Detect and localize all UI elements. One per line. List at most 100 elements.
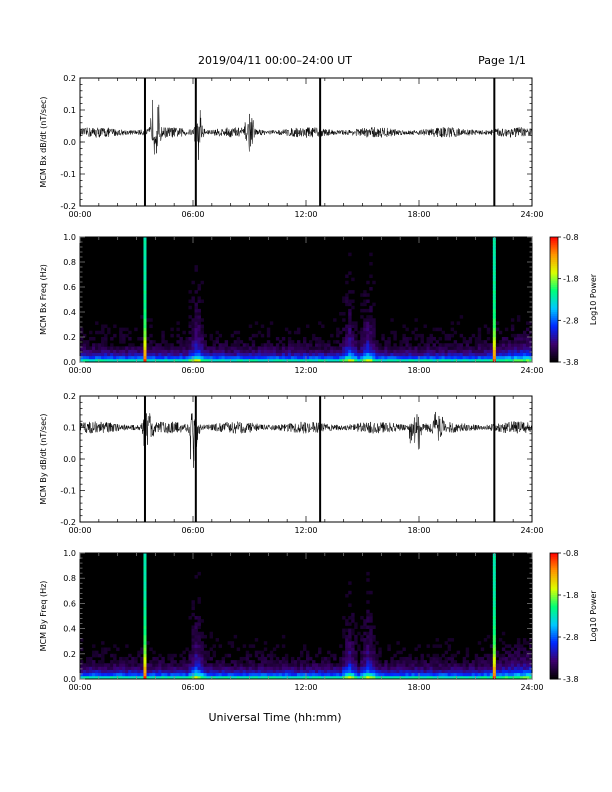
- spectrogram-cell: [230, 333, 235, 338]
- bright-column-cell: [143, 255, 147, 260]
- spectrogram-cell: [200, 280, 204, 285]
- spectrogram-cell: [215, 663, 220, 667]
- spectrogram-cell: [519, 346, 524, 350]
- spectrogram-cell: [296, 343, 301, 347]
- spectrogram-cell: [351, 628, 355, 633]
- spectrogram-cell: [330, 349, 334, 354]
- spectrogram-cell: [351, 616, 355, 620]
- spectrogram-cell: [510, 327, 515, 332]
- spectrogram-cell: [197, 616, 201, 620]
- spectrogram-cell: [447, 333, 452, 338]
- spectrogram-cell: [516, 346, 521, 350]
- spectrogram-cell: [122, 666, 126, 670]
- spectrogram-cell: [122, 333, 126, 338]
- spectrogram-cell: [471, 355, 476, 360]
- spectrogram-cell: [516, 638, 521, 642]
- spectrogram-cell: [528, 663, 533, 667]
- spectrogram-cell: [516, 315, 521, 319]
- spectrogram-cell: [513, 349, 518, 354]
- spectrogram-cell: [495, 666, 500, 670]
- spectrogram-cell: [342, 628, 346, 633]
- spectrogram-cell: [116, 660, 120, 664]
- spectrogram-cell: [161, 666, 165, 670]
- spectrogram-cell: [251, 349, 256, 354]
- spectrogram-cell: [155, 346, 159, 350]
- spectrogram-cell: [179, 672, 183, 677]
- spectrogram-cell: [375, 653, 379, 658]
- spectrogram-cell: [327, 355, 331, 360]
- spectrogram-cell: [465, 669, 470, 674]
- spectrogram-cell: [345, 274, 349, 279]
- spectrogram-cell: [176, 355, 180, 360]
- spectrogram-cell: [378, 653, 382, 658]
- colorbar-swatch: [550, 580, 558, 583]
- spectrogram-cell: [315, 352, 319, 357]
- spectrogram-cell: [363, 330, 367, 335]
- spectrogram-cell: [366, 315, 370, 319]
- spectrogram-cell: [104, 647, 108, 652]
- spectrogram-cell: [468, 340, 473, 344]
- spectrogram-cell: [110, 675, 114, 680]
- spectrogram-cell: [456, 663, 461, 667]
- spectrogram-cell: [522, 663, 527, 667]
- spectrogram-cell: [447, 358, 452, 363]
- spectrogram-cell: [435, 660, 439, 664]
- spectrogram-cell: [438, 663, 442, 667]
- spectrogram-cell: [351, 612, 355, 617]
- spectrogram-cell: [272, 666, 277, 670]
- spectrogram-cell: [525, 675, 530, 680]
- spectrogram-cell: [378, 349, 382, 354]
- spectrogram-cell: [345, 593, 349, 598]
- spectrogram-cell: [164, 663, 168, 667]
- spectrogram-cell: [152, 656, 156, 661]
- spectrogram-cell: [101, 352, 105, 357]
- spectrogram-cell: [315, 663, 319, 667]
- spectrogram-cell: [152, 663, 156, 667]
- bright-column-cell: [492, 315, 496, 319]
- spectrogram-cell: [272, 647, 277, 652]
- spectrogram-cell: [248, 358, 253, 363]
- spectrogram-cell: [293, 672, 298, 677]
- spectrogram-cell: [333, 672, 337, 677]
- colorbar-swatch: [550, 641, 558, 644]
- bright-column-cell: [143, 612, 147, 617]
- bright-column-cell: [492, 565, 496, 570]
- bright-column-cell: [492, 299, 496, 304]
- spectrogram-cell: [89, 666, 93, 670]
- spectrogram-cell: [477, 663, 482, 667]
- spectrogram-cell: [122, 352, 126, 357]
- spectrogram-cell: [194, 656, 198, 661]
- spectrogram-cell: [447, 669, 452, 674]
- spectrogram-cell: [483, 340, 488, 344]
- spectrogram-cell: [507, 340, 512, 344]
- spectrogram-cell: [423, 669, 427, 674]
- spectrogram-cell: [128, 343, 132, 347]
- colorbar-label: Log10 Power: [589, 590, 598, 642]
- spectrogram-cell: [167, 358, 171, 363]
- spectrogram-cell: [417, 343, 421, 347]
- spectrogram-cell: [110, 653, 114, 658]
- spectrogram-cell: [194, 321, 198, 325]
- spectrogram-cell: [423, 675, 427, 680]
- spectrogram-cell: [173, 352, 177, 357]
- spectrogram-cell: [447, 647, 452, 652]
- spectrogram-cell: [110, 663, 114, 667]
- spectrogram-cell: [263, 352, 268, 357]
- spectrogram-cell: [339, 672, 343, 677]
- spectrogram-cell: [519, 340, 524, 344]
- spectrogram-cell: [296, 663, 301, 667]
- bright-column-cell: [143, 609, 147, 614]
- spectrogram-cell: [122, 656, 126, 661]
- bright-column-cell: [492, 587, 496, 592]
- spectrogram-cell: [257, 349, 262, 354]
- spectrogram-cell: [438, 337, 442, 341]
- spectrogram-cell: [83, 666, 87, 670]
- spectrogram-cell: [188, 352, 192, 357]
- spectrogram-cell: [438, 666, 442, 670]
- spectrogram-cell: [462, 656, 467, 661]
- y-axis-label: MCM By Freq (Hz): [39, 581, 48, 652]
- spectrogram-cell: [489, 355, 494, 360]
- bright-column-cell: [492, 609, 496, 614]
- spectrogram-cell: [83, 352, 87, 357]
- spectrogram-cell: [269, 352, 274, 357]
